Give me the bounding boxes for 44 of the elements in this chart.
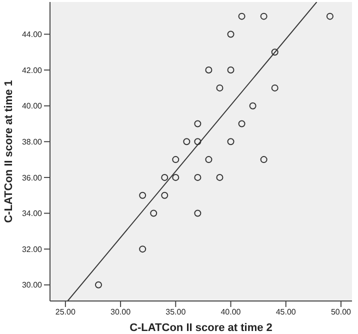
y-tick-label: 38.00 — [22, 137, 43, 146]
y-tick-label: 34.00 — [22, 209, 43, 218]
point — [161, 174, 168, 181]
point — [326, 12, 334, 20]
point — [94, 281, 102, 288]
point — [260, 156, 268, 164]
point — [150, 210, 158, 217]
point — [194, 120, 202, 128]
point — [216, 174, 224, 181]
point — [161, 192, 168, 199]
y-tick-label: 32.00 — [22, 244, 43, 254]
y-tick-label: 44.00 — [22, 30, 43, 40]
point — [260, 12, 268, 20]
point — [216, 84, 224, 92]
point — [194, 138, 202, 146]
point — [139, 246, 146, 253]
x-tick-label: 40.00 — [220, 308, 242, 317]
point — [271, 48, 278, 56]
y-tick-label: 40.00 — [22, 102, 43, 111]
x-tick-label: 30.00 — [110, 308, 132, 317]
point — [183, 138, 190, 146]
x-tick-label: 45.00 — [276, 308, 296, 317]
y-tick-label: 36.00 — [22, 173, 43, 182]
x-tick-label: 50.00 — [330, 308, 352, 317]
x-tick-label: 35.00 — [166, 308, 186, 317]
point — [194, 210, 202, 217]
point — [227, 30, 234, 38]
point — [271, 84, 278, 92]
point — [172, 174, 180, 181]
point — [205, 66, 212, 74]
y-tick-label: 42.00 — [22, 66, 43, 75]
point — [139, 192, 146, 199]
point — [194, 174, 202, 181]
point — [227, 66, 234, 74]
y-tick-label: 30.00 — [22, 280, 43, 290]
point — [227, 138, 234, 146]
point — [172, 156, 180, 164]
y-axis-title: C-LATCon II score at time 1 — [2, 80, 15, 223]
x-tick-label: 25.00 — [55, 308, 76, 317]
point — [238, 120, 246, 128]
x-axis-title: C-LATCon II score at time 2 — [130, 322, 272, 334]
point — [238, 12, 246, 20]
point — [249, 102, 256, 110]
point — [205, 156, 212, 164]
